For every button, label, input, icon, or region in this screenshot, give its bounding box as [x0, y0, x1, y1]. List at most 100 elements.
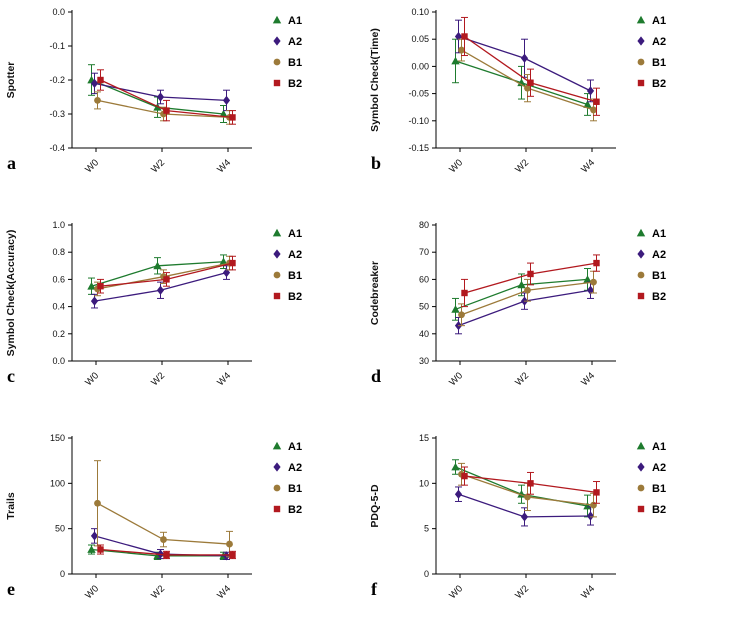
data-point-marker-icon: [222, 95, 231, 105]
y-tick-label: 0: [60, 569, 65, 579]
legend-label: A1: [288, 441, 302, 453]
y-tick-label: -0.3: [49, 109, 65, 119]
data-point-marker-icon: [163, 551, 170, 559]
data-point-marker-icon: [90, 296, 99, 306]
data-point-marker-icon: [222, 551, 231, 561]
panel-letter-b: b: [371, 153, 382, 173]
legend-label: A2: [652, 36, 666, 48]
legend-label: A2: [652, 462, 666, 474]
data-point-marker-icon: [87, 545, 96, 553]
triangle-legend-icon: [272, 15, 282, 24]
y-tick-label: -0.4: [49, 143, 65, 153]
chart-symbol-check-accuracy: 1.0 0.8 0.6 0.4 0.2 0.0 W0 W2 W4 Symbol Check(Acc…: [0, 213, 364, 426]
data-point-marker-icon: [586, 511, 595, 521]
diamond-legend-icon: [637, 36, 645, 46]
legend-item-B1: B1: [273, 483, 302, 495]
legend-item-A2: A2: [273, 462, 302, 474]
data-point-marker-icon: [97, 283, 104, 290]
legend-item-B2: B2: [637, 291, 666, 303]
x-tick-label: W2: [513, 583, 531, 601]
legend-label: B1: [652, 57, 666, 69]
axes: [432, 10, 616, 152]
x-tick-label: W2: [513, 370, 531, 388]
diamond-legend-icon: [273, 249, 281, 259]
data-point-marker-icon: [156, 285, 165, 295]
legend-label: B1: [288, 270, 302, 282]
panel-a: 0.0 -0.1 -0.2 -0.3 -0.4 W0 W2 W4 Spotter A1 A2 B1 B2…: [0, 0, 364, 213]
legend-item-A1: A1: [272, 228, 302, 240]
series-A2: [90, 72, 231, 112]
y-axis-label: PDQ-5-D: [369, 484, 381, 528]
chart-symbol-check-time: 0.10 0.05 0.00 -0.05 -0.10 -0.15 W0 W2 W4 Symbol …: [364, 0, 729, 213]
data-point-marker-icon: [461, 472, 468, 480]
y-tick-label: 40: [419, 329, 429, 339]
data-point-marker-icon: [593, 489, 600, 496]
legend-item-A2: A2: [273, 249, 302, 261]
panel-letter-c: c: [7, 366, 15, 386]
data-point-marker-icon: [97, 546, 104, 553]
y-tick-label: 0.8: [52, 247, 65, 257]
triangle-legend-icon: [636, 228, 646, 237]
legend-label: B2: [288, 78, 302, 90]
data-point-marker-icon: [94, 499, 101, 507]
circle-legend-icon: [273, 271, 281, 279]
x-tick-label: W0: [447, 157, 465, 175]
data-point-marker-icon: [461, 33, 468, 40]
chart-svg-f: 15 10 5 0 W0 W2 W4 PDQ-5-D A1 A2 B1 B2: [369, 433, 666, 601]
x-tick-label: W4: [579, 583, 597, 601]
data-point-marker-icon: [160, 536, 167, 543]
data-point-marker-icon: [97, 76, 104, 84]
y-tick-label: 100: [50, 478, 65, 488]
chart-spotter: 0.0 -0.1 -0.2 -0.3 -0.4 W0 W2 W4 Spotter A1 A2 B1 B2: [0, 0, 364, 213]
panel-letter-a: a: [7, 153, 16, 173]
data-point-marker-icon: [593, 259, 600, 267]
y-tick-label: 30: [419, 356, 429, 366]
data-point-marker-icon: [94, 97, 101, 104]
x-tick-label: W0: [447, 370, 465, 388]
series-A2: [90, 265, 231, 309]
series-A2: [90, 528, 231, 561]
legend-item-B1: B1: [273, 270, 302, 282]
data-point-marker-icon: [229, 259, 236, 267]
series-B1: [94, 460, 233, 558]
legend-item-A2: A2: [637, 36, 666, 48]
y-tick-label: 0.00: [411, 61, 429, 71]
panel-letter-e: e: [7, 579, 15, 599]
data-point-marker-icon: [229, 551, 236, 559]
legend-item-B1: B1: [637, 57, 666, 69]
chart-pdq-5-d: 15 10 5 0 W0 W2 W4 PDQ-5-D A1 A2 B1 B2: [364, 426, 729, 641]
x-tick-label: W4: [579, 370, 597, 388]
axes: [432, 223, 616, 365]
data-point-marker-icon: [156, 92, 165, 102]
series-A1: [451, 38, 592, 116]
legend-item-B2: B2: [273, 78, 302, 90]
legend-label: B2: [652, 78, 666, 90]
data-point-marker-icon: [454, 489, 463, 499]
y-tick-label: 50: [55, 524, 65, 534]
data-point-marker-icon: [583, 275, 592, 283]
y-tick-label: 0.0: [52, 356, 65, 366]
y-axis-label: Spotter: [5, 62, 17, 99]
square-legend-icon: [273, 79, 281, 87]
legend-item-B2: B2: [273, 504, 302, 516]
data-point-marker-icon: [590, 501, 597, 509]
legend-item-A1: A1: [272, 441, 302, 453]
data-point-marker-icon: [451, 462, 460, 471]
data-point-marker-icon: [219, 109, 228, 118]
data-point-marker-icon: [590, 106, 597, 114]
axes: [68, 223, 252, 365]
legend-item-A1: A1: [636, 441, 666, 453]
series-A2: [454, 486, 595, 527]
series-A1: [87, 254, 228, 295]
legend-label: B1: [652, 270, 666, 282]
legend-item-B2: B2: [273, 291, 302, 303]
y-tick-label: 60: [419, 274, 429, 284]
legend-label: B2: [652, 291, 666, 303]
legend-label: A1: [288, 15, 302, 27]
chart-svg-a: 0.0 -0.1 -0.2 -0.3 -0.4 W0 W2 W4 Spotter A1 A2 B1 B2: [5, 7, 302, 175]
panel-d: 80 70 60 50 40 30 W0 W2 W4 Codebreaker A1 A2 B1 B2 d: [364, 213, 729, 426]
legend-label: A1: [288, 228, 302, 240]
triangle-legend-icon: [636, 15, 646, 24]
y-axis-label: Trails: [5, 492, 17, 520]
